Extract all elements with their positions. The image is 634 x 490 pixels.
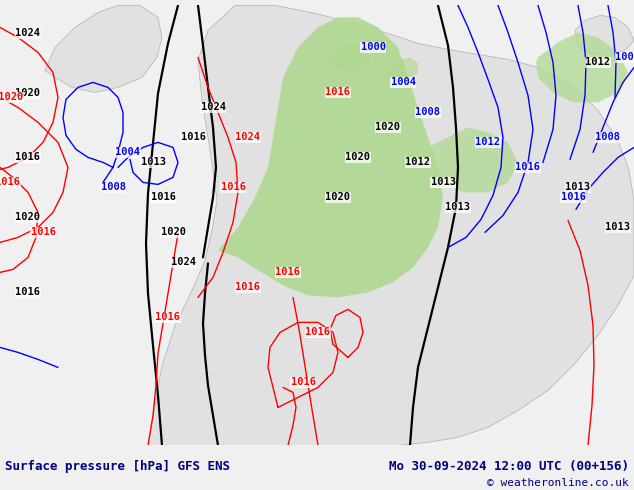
Text: 1008: 1008 (595, 132, 621, 143)
Text: 1024: 1024 (171, 257, 195, 268)
Text: 1024: 1024 (15, 28, 41, 38)
Text: 1013: 1013 (605, 222, 630, 232)
Text: 1008: 1008 (616, 52, 634, 62)
Text: 1004: 1004 (115, 147, 141, 157)
Text: © weatheronline.co.uk: © weatheronline.co.uk (488, 478, 629, 488)
Text: 1013: 1013 (141, 157, 165, 168)
Text: 1020: 1020 (160, 227, 186, 237)
Polygon shape (45, 5, 162, 93)
Text: 1016: 1016 (30, 227, 56, 237)
Text: 1012: 1012 (406, 157, 430, 168)
Text: 1008: 1008 (101, 182, 126, 193)
Text: 1016: 1016 (0, 177, 20, 187)
Text: 1016: 1016 (15, 152, 41, 162)
Text: 1016: 1016 (276, 268, 301, 277)
Text: 1013: 1013 (430, 177, 455, 187)
Text: 1020: 1020 (15, 88, 41, 98)
Text: 1024: 1024 (200, 102, 226, 112)
Text: 1016: 1016 (150, 193, 176, 202)
Text: 1008: 1008 (415, 107, 441, 118)
Text: 1004: 1004 (391, 77, 415, 87)
Text: 1020: 1020 (15, 212, 41, 222)
Text: 1016: 1016 (181, 132, 205, 143)
Polygon shape (328, 43, 370, 72)
Text: 1016: 1016 (15, 288, 41, 297)
Text: 1020: 1020 (346, 152, 370, 162)
Text: 1016: 1016 (155, 313, 181, 322)
Text: 1024: 1024 (235, 132, 261, 143)
Text: 1000: 1000 (361, 43, 385, 52)
Polygon shape (575, 15, 634, 55)
Polygon shape (428, 127, 518, 193)
Text: 1012: 1012 (586, 57, 611, 68)
Text: Mo 30-09-2024 12:00 UTC (00+156): Mo 30-09-2024 12:00 UTC (00+156) (389, 460, 629, 473)
Text: 1012: 1012 (476, 137, 500, 147)
Text: 1016: 1016 (235, 282, 261, 293)
Text: -1020: -1020 (0, 93, 23, 102)
Text: 1020: 1020 (325, 193, 351, 202)
Polygon shape (148, 5, 634, 445)
Polygon shape (218, 18, 443, 297)
Polygon shape (536, 32, 628, 102)
Text: 1016: 1016 (306, 327, 330, 338)
Text: 1016: 1016 (221, 182, 245, 193)
Text: 1016: 1016 (515, 162, 541, 172)
Text: Surface pressure [hPa] GFS ENS: Surface pressure [hPa] GFS ENS (5, 460, 230, 473)
Text: 1013: 1013 (446, 202, 470, 212)
Text: 1013: 1013 (566, 182, 590, 193)
Text: 1020: 1020 (375, 122, 401, 132)
Text: 1016: 1016 (325, 87, 351, 98)
Text: 1016: 1016 (290, 377, 316, 388)
Polygon shape (385, 57, 418, 79)
Text: 1016: 1016 (560, 193, 586, 202)
